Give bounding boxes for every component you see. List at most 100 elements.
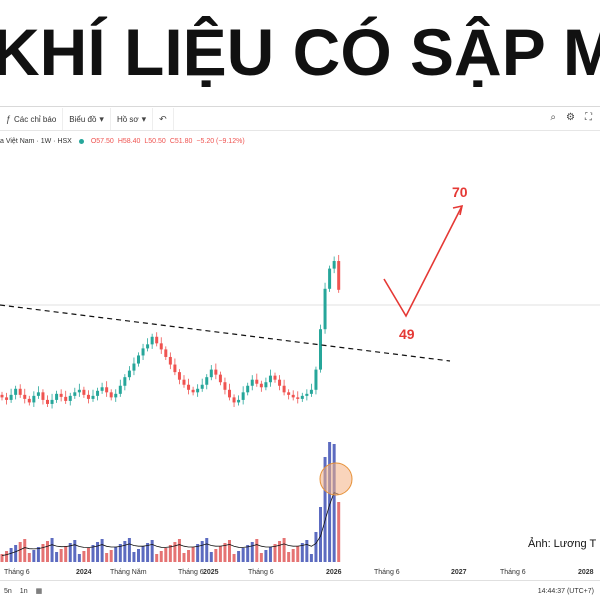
candle-body — [232, 397, 236, 403]
volume-bar — [337, 502, 341, 562]
volume-bar — [77, 554, 81, 562]
candle-body — [264, 382, 268, 388]
time-axis-label: 2024 — [76, 569, 92, 576]
candle-body — [155, 336, 159, 344]
candle-body — [100, 387, 104, 391]
time-axis-label: 2027 — [451, 569, 467, 576]
volume-bar — [237, 551, 241, 562]
indicators-button[interactable]: ƒ Các chỉ báo — [0, 108, 64, 130]
target-high-label: 70 — [452, 184, 468, 200]
candle-body — [273, 375, 277, 380]
volume-bar — [14, 545, 18, 562]
target-low-label: 49 — [399, 326, 415, 342]
range-1n[interactable]: 1n — [19, 587, 28, 595]
volume-bar — [18, 542, 22, 562]
symbol-label: a Việt Nam · 1W · HSX — [0, 137, 72, 145]
change-value: −5.20 (−9.12%) — [196, 137, 245, 145]
candle-body — [246, 385, 250, 393]
volume-bar — [332, 444, 336, 562]
volume-bar — [9, 548, 13, 562]
candle-body — [296, 397, 300, 399]
volume-bar — [41, 544, 45, 562]
candle-body — [109, 392, 113, 398]
candle-body — [41, 392, 45, 400]
candle-body — [319, 329, 322, 370]
volume-bar — [105, 553, 109, 562]
time-axis-label: Tháng Năm — [110, 569, 147, 576]
price-chart[interactable]: 70 49 Tháng 6 2024 Tháng Năm Tháng 6 2025 Thá… — [0, 148, 600, 580]
arrow-head-icon — [452, 204, 464, 216]
chevron-down-icon: ▾ — [99, 113, 104, 124]
settings-icon[interactable]: ⚙ — [566, 112, 575, 123]
projection-path — [383, 205, 463, 318]
volume-bar — [118, 544, 122, 562]
clock-time: 14:44:37 (UTC+7) — [537, 587, 594, 595]
candle-body — [159, 343, 163, 350]
volume-bar — [59, 549, 63, 562]
candle-body — [205, 377, 209, 385]
volume-bar — [123, 541, 127, 562]
candle-body — [96, 390, 100, 396]
volume-bar — [109, 550, 113, 562]
calendar-icon[interactable]: ▦ — [35, 588, 43, 595]
volume-bar — [36, 547, 40, 562]
candle-body — [228, 389, 231, 398]
volume-bar — [268, 547, 272, 562]
candle-body — [337, 261, 341, 290]
volume-bar — [137, 549, 140, 562]
fullscreen-icon[interactable]: ⛶ — [585, 112, 592, 123]
candle-body — [9, 394, 13, 400]
volume-bars — [0, 442, 341, 562]
volume-bar — [177, 539, 181, 562]
time-axis-label: Tháng 6 — [374, 569, 400, 576]
candle-body — [332, 261, 336, 269]
candle-body — [305, 393, 309, 396]
undo-icon: ↶ — [159, 113, 167, 124]
profile-button[interactable]: Hồ sơ ▾ — [111, 108, 154, 130]
range-5n[interactable]: 5n — [4, 587, 12, 595]
candle-body — [278, 379, 282, 386]
candle-body — [27, 398, 31, 403]
volume-bar — [86, 548, 90, 562]
volume-bar — [228, 540, 231, 562]
candle-body — [132, 363, 136, 371]
volume-bar — [46, 541, 49, 562]
volume-bar — [287, 552, 291, 562]
volume-bar — [168, 545, 172, 562]
candle-body — [328, 268, 332, 289]
candle-body — [137, 355, 140, 364]
candle-body — [73, 392, 77, 396]
time-axis-label: 2025 — [203, 569, 219, 576]
candle-body — [223, 382, 227, 390]
volume-bar — [100, 539, 104, 562]
search-pan-icon[interactable]: ⌕ — [550, 112, 557, 123]
candle-body — [196, 388, 200, 393]
high-value: H58.40 — [117, 137, 141, 145]
volume-bar — [5, 551, 9, 562]
candle-body — [255, 379, 259, 384]
candle-body — [268, 375, 272, 383]
volume-bar — [68, 543, 72, 562]
volume-bar — [73, 540, 77, 562]
volume-bar — [282, 538, 286, 562]
candle-body — [300, 395, 304, 399]
divider — [0, 106, 600, 107]
market-status-dot — [78, 138, 84, 144]
volume-bar — [246, 545, 250, 562]
bottom-bar: 5n 1n ▦ 14:44:37 (UTC+7) — [0, 580, 600, 601]
time-axis-label: Tháng 6 — [178, 569, 204, 576]
candle-body — [141, 348, 145, 356]
candle-body — [82, 389, 86, 395]
volume-bar — [264, 550, 268, 562]
candle-body — [250, 379, 254, 386]
time-axis-label: 2026 — [326, 569, 342, 576]
chart-type-button[interactable]: Biểu đồ ▾ — [63, 108, 111, 130]
candle-body — [200, 384, 204, 389]
undo-button[interactable]: ↶ — [153, 108, 174, 130]
volume-bar — [27, 553, 31, 562]
candle-body — [241, 392, 245, 400]
volume-bar — [300, 543, 304, 562]
volume-bar — [55, 552, 59, 562]
volume-bar — [187, 550, 191, 562]
time-axis-label: Tháng 6 — [248, 569, 274, 576]
